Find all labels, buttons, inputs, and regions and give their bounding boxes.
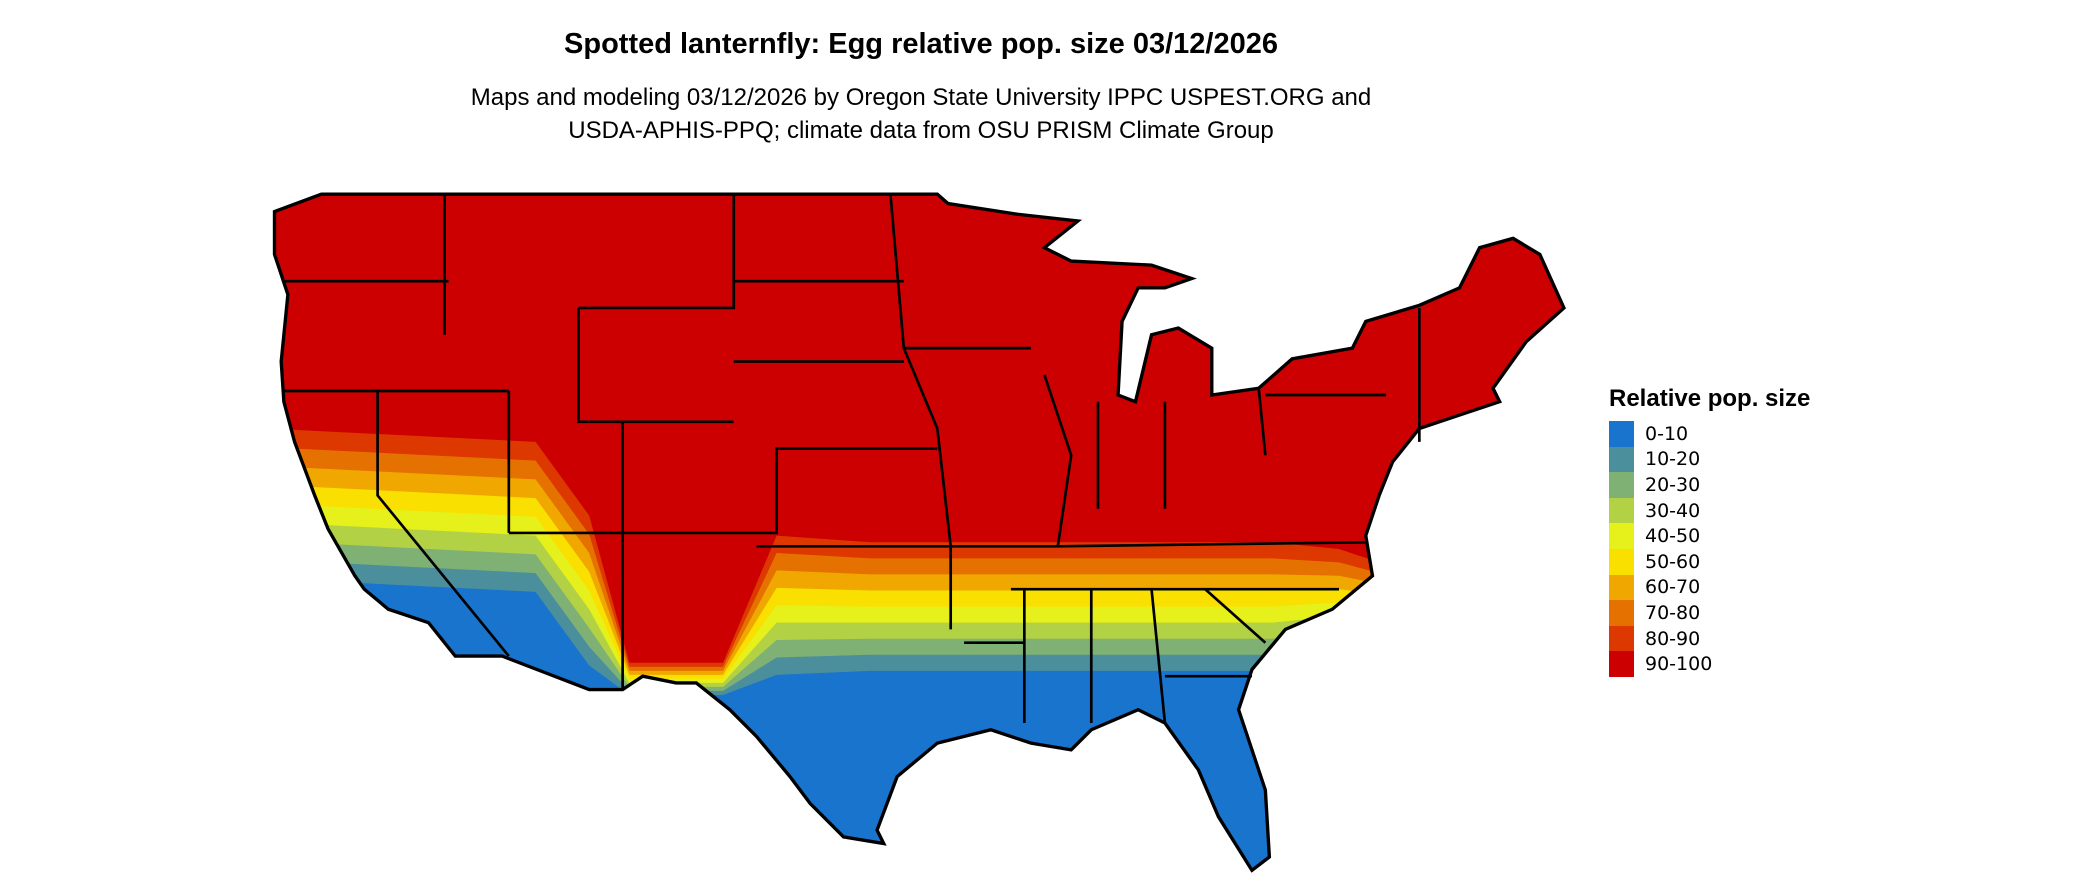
legend-swatch [1609,574,1634,601]
legend-swatch [1609,446,1634,473]
legend-label: 60-70 [1645,576,1701,599]
legend-title: Relative pop. size [1609,385,1811,412]
legend-swatch [1609,421,1634,447]
state-border [889,194,953,547]
legend-item: 60-70 [1609,574,1810,601]
legend-item: 40-50 [1609,523,1810,549]
legend-item: 90-100 [1609,651,1810,677]
legend-item: 50-60 [1609,548,1810,575]
legend-swatch [1609,625,1634,652]
legend-item: 10-20 [1609,446,1810,473]
state-border [1204,588,1267,644]
legend-label: 90-100 [1645,653,1713,676]
state-border [1057,540,1366,548]
map-subtitle-line-1: Maps and modeling 03/12/2026 by Oregon S… [470,84,1372,111]
us-outline [272,192,1566,873]
state-border [1043,374,1073,547]
legend-label: 40-50 [1645,525,1701,548]
state-border [578,194,736,310]
state-border [577,307,734,424]
legend-swatch [1609,548,1634,575]
legend-item: 70-80 [1609,600,1810,626]
legend-item: 20-30 [1609,472,1810,498]
legend: Relative pop. size 0-10 10-20 20-30 30-40 40… [1609,385,1810,677]
legend-swatch [1609,651,1634,677]
legend-item: 80-90 [1609,625,1810,652]
map-title: Spotted lanternfly: Egg relative pop. si… [564,28,1278,60]
us-outline-fill [274,194,1564,871]
legend-item: 0-10 [1609,421,1810,447]
map-subtitle-line-2: USDA-APHIS-PPQ; climate data from OSU PR… [568,117,1274,144]
legend-label: 30-40 [1645,499,1701,522]
legend-label: 20-30 [1645,473,1701,496]
state-border [1257,388,1267,456]
legend-label: 10-20 [1645,448,1701,471]
legend-swatch [1609,472,1634,498]
legend-label: 70-80 [1645,601,1701,624]
legend-label: 50-60 [1645,550,1701,573]
legend-label: 80-90 [1645,627,1701,650]
legend-label: 0-10 [1645,422,1689,445]
legend-swatch [1609,600,1634,626]
state-border [622,447,938,535]
legend-swatch [1609,523,1634,549]
state-border [1150,589,1167,724]
legend-swatch [1609,497,1634,524]
state-border [376,390,510,657]
legend-item: 30-40 [1609,497,1810,524]
